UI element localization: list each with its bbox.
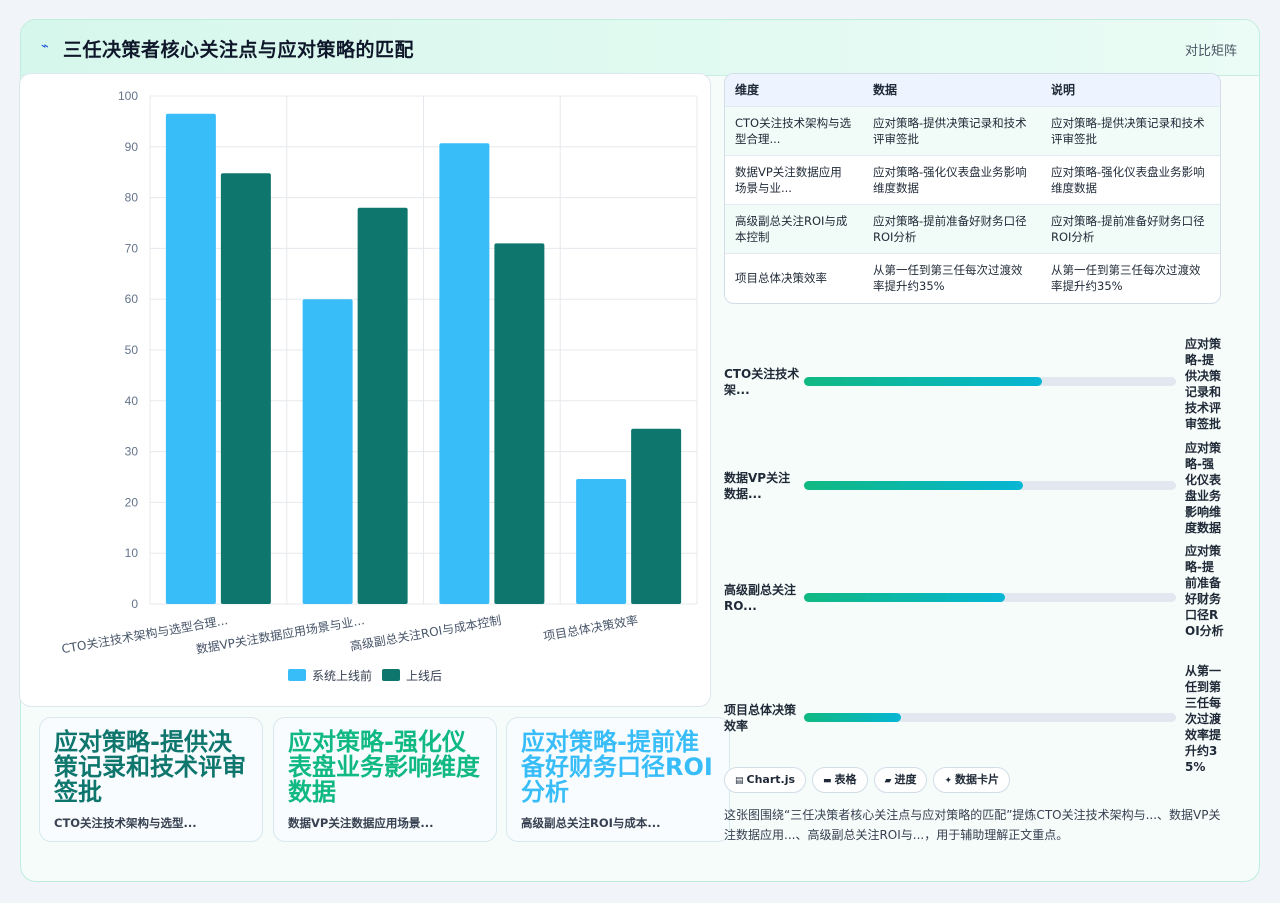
bar	[357, 207, 408, 604]
bar	[576, 479, 627, 604]
column-header: 说明	[1051, 83, 1076, 98]
table-row: 项目总体决策效率 从第一任到第三任每次过渡效率提升约35% 从第一任到第三任每次…	[725, 252, 1220, 302]
y-tick-label: 20	[125, 495, 139, 509]
table-cell: 从第一任到第三任每次过渡效率提升约35%	[863, 252, 1041, 302]
y-tick-label: 30	[125, 445, 139, 459]
progress-icon: ▰	[884, 776, 892, 786]
table-cell: 应对策略-强化仪表盘业务影响维度数据	[863, 154, 1041, 204]
progress-label: 项目总体决策效率	[724, 703, 797, 733]
bar	[302, 299, 353, 604]
y-tick-label: 50	[125, 343, 139, 357]
bar	[439, 143, 490, 604]
kpi-label: 数据VP关注数据应用场景...	[288, 816, 434, 830]
table-icon: ▬	[823, 776, 832, 786]
table-header-row: 维度 数据 说明	[725, 74, 1220, 106]
table-cell: 应对策略-提供决策记录和技术评审签批	[863, 105, 1041, 155]
sparkle-icon: ⌁	[41, 39, 49, 54]
progress-fill	[804, 713, 901, 722]
legend-swatch	[382, 669, 400, 681]
kpi-card-3[interactable]: 应对策略-提前准备好财务口径ROI分析 高级副总关注ROI与成本...	[506, 717, 730, 842]
tag-chartjs[interactable]: ▤ Chart.js	[724, 767, 807, 793]
kpi-value: 应对策略-强化仪表盘业务影响维度数据	[288, 728, 480, 806]
progress-value: 应对策略-提前准备好财务口径ROI分析	[1185, 544, 1224, 638]
table-row: 数据VP关注数据应用场景与业... 应对策略-强化仪表盘业务影响维度数据 应对策…	[725, 154, 1220, 204]
y-tick-label: 40	[125, 394, 139, 408]
progress-value: 应对策略-强化仪表盘业务影响维度数据	[1185, 441, 1222, 535]
table-row: 高级副总关注ROI与成本控制 应对策略-提前准备好财务口径ROI分析 应对策略-…	[725, 203, 1220, 253]
bar	[631, 428, 682, 604]
bar	[220, 173, 271, 604]
progress-track	[804, 593, 1176, 602]
y-tick-label: 0	[131, 597, 138, 611]
view-badge[interactable]: 对比矩阵	[1184, 44, 1237, 59]
tag-label: 数据卡片	[955, 773, 1000, 786]
bar-chart-card: 0 10 20 30 40 50 60 70 80 90 100 CTO关注技术架构与选型合理... 数…	[19, 73, 711, 707]
kpi-value: 应对策略-提供决策记录和技术评审签批	[54, 728, 246, 806]
table-cell: 应对策略-强化仪表盘业务影响维度数据	[1041, 154, 1220, 204]
column-header: 维度	[735, 83, 760, 98]
chart-icon: ▤	[735, 776, 744, 786]
progress-label: 高级副总关注RO...	[724, 583, 797, 613]
progress-fill	[804, 481, 1024, 490]
bar-chart: 0102030405060708090100CTO关注技术架构与选型合理...数…	[60, 89, 698, 683]
bar	[494, 243, 545, 604]
progress-track	[804, 481, 1176, 490]
progress-fill	[804, 593, 1005, 602]
data-table: 维度 数据 说明 CTO关注技术架构与选型合理... 应对策略-提供决策记录和技…	[724, 73, 1221, 304]
y-tick-label: 100	[118, 89, 138, 103]
table-row: CTO关注技术架构与选型合理... 应对策略-提供决策记录和技术评审签批 应对策…	[725, 105, 1220, 155]
tag-table[interactable]: ▬ 表格	[812, 767, 868, 793]
tag-label: Chart.js	[746, 773, 796, 786]
kpi-value: 应对策略-提前准备好财务口径ROI分析	[521, 728, 713, 806]
table-cell: 应对策略-提前准备好财务口径ROI分析	[1041, 203, 1220, 253]
progress-track	[804, 377, 1176, 386]
card-icon: ✦	[944, 776, 953, 786]
y-tick-label: 10	[125, 546, 139, 560]
legend-swatch	[288, 669, 306, 681]
column-header: 数据	[873, 83, 898, 98]
table-cell: 应对策略-提供决策记录和技术评审签批	[1041, 105, 1220, 155]
table-cell: 数据VP关注数据应用场景与业...	[725, 154, 863, 204]
y-tick-label: 60	[125, 292, 139, 306]
caption-text: 这张图围绕“三任决策者核心关注点与应对策略的匹配”提炼CTO关注技术架构与...…	[724, 808, 1221, 842]
progress-fill	[804, 377, 1043, 386]
tag-data-card[interactable]: ✦ 数据卡片	[933, 767, 1011, 793]
y-tick-label: 80	[125, 191, 139, 205]
tag-label: 表格	[834, 773, 857, 786]
bar	[165, 113, 216, 604]
progress-track	[804, 713, 1176, 722]
table-cell: 高级副总关注ROI与成本控制	[725, 203, 863, 253]
table-cell: 项目总体决策效率	[725, 252, 863, 302]
progress-label: CTO关注技术架...	[724, 367, 800, 397]
y-tick-label: 90	[125, 140, 139, 154]
y-tick-label: 70	[125, 241, 139, 255]
x-tick-label: 项目总体决策效率	[542, 612, 639, 643]
kpi-label: CTO关注技术架构与选型...	[54, 816, 197, 830]
legend-label: 系统上线前	[312, 668, 372, 683]
tag-progress[interactable]: ▰ 进度	[873, 767, 928, 793]
progress-value: 应对策略-提供决策记录和技术评审签批	[1185, 337, 1222, 431]
kpi-card-1[interactable]: 应对策略-提供决策记录和技术评审签批 CTO关注技术架构与选型...	[39, 717, 263, 842]
legend-label: 上线后	[406, 669, 442, 683]
tag-label: 进度	[894, 773, 917, 786]
kpi-card-2[interactable]: 应对策略-强化仪表盘业务影响维度数据 数据VP关注数据应用场景...	[273, 717, 497, 842]
tag-list: ▤ Chart.js ▬ 表格 ▰ 进度 ✦ 数据卡片	[724, 767, 1016, 793]
x-tick-label: 高级副总关注ROI与成本控制	[349, 612, 503, 653]
table-cell: 从第一任到第三任每次过渡效率提升约35%	[1041, 252, 1220, 302]
header: ⌁ 三任决策者核心关注点与应对策略的匹配 对比矩阵	[21, 20, 1259, 76]
progress-label: 数据VP关注数据...	[724, 471, 791, 501]
page-title: 三任决策者核心关注点与应对策略的匹配	[63, 39, 415, 61]
table-cell: CTO关注技术架构与选型合理...	[725, 105, 863, 155]
table-cell: 应对策略-提前准备好财务口径ROI分析	[863, 203, 1041, 253]
progress-value: 从第一任到第三任每次过渡效率提升约35%	[1185, 664, 1222, 774]
kpi-label: 高级副总关注ROI与成本...	[521, 816, 661, 830]
